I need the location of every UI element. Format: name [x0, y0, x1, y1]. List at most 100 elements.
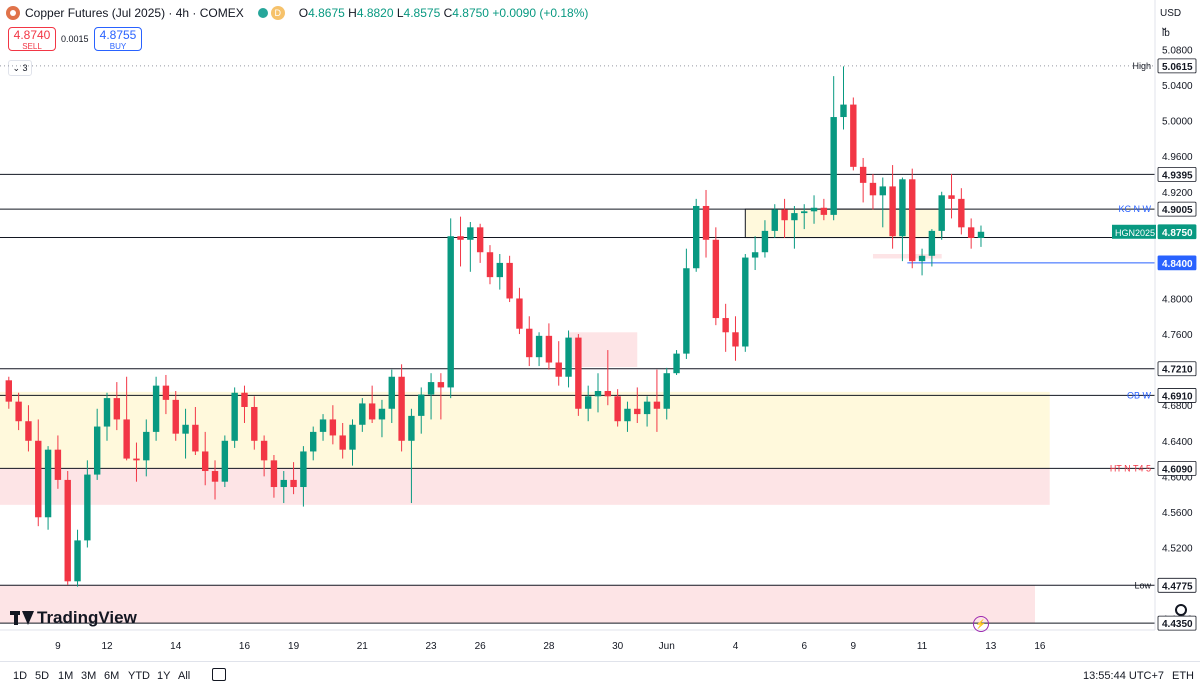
x-tick-label-15: 13: [985, 641, 997, 652]
candle-55: [545, 323, 553, 370]
y-tick-label-10: 4.6800: [1162, 401, 1193, 412]
candle-body: [476, 227, 484, 253]
currency-selector[interactable]: USD ⌄: [1160, 8, 1182, 33]
candle-body: [54, 449, 62, 480]
candle-35: [349, 419, 356, 466]
candle-body: [74, 540, 81, 582]
candle-99: [977, 225, 985, 247]
candle-body: [270, 460, 278, 488]
delayed-badge: D: [270, 6, 285, 20]
indicators-collapse-button[interactable]: ⌄ 3: [8, 60, 32, 76]
timeframe-1m[interactable]: 1M: [58, 670, 74, 682]
candle-body: [909, 179, 916, 262]
price-chart[interactable]: High KC N W OB W HT N T4 5 Low 5.0800 5.0400 5.…: [0, 0, 1200, 660]
candle-81: [801, 204, 808, 230]
candle-body: [840, 104, 847, 118]
candle-91: [899, 177, 906, 262]
timeframe-3m[interactable]: 3M: [81, 670, 97, 682]
x-tick-label-8: 28: [543, 641, 555, 652]
level-label-0: High: [1132, 61, 1151, 71]
timeframe-all[interactable]: All: [178, 670, 191, 682]
candle-65: [643, 396, 651, 427]
candle-body: [388, 376, 395, 409]
candle-66: [653, 369, 661, 432]
price-label-9: 4.4350: [1162, 619, 1193, 630]
session-toggle[interactable]: ETH: [1172, 670, 1194, 682]
candle-41: [408, 408, 415, 504]
candle-97: [958, 188, 965, 235]
tradingview-logo[interactable]: TradingView: [10, 608, 137, 628]
level-label-8: Low: [1134, 580, 1151, 590]
candle-60: [594, 373, 602, 413]
candle-body: [879, 186, 886, 196]
candle-body: [310, 431, 317, 452]
candle-64: [634, 387, 641, 423]
candle-body: [614, 396, 621, 422]
symbol-title[interactable]: Copper Futures (Jul 2025) · 4h · COMEX: [25, 6, 244, 20]
timeframe-1d[interactable]: 1D: [13, 670, 28, 682]
candle-10: [103, 392, 111, 441]
candle-body: [830, 117, 837, 215]
sell-button[interactable]: 4.8740 SELL: [8, 27, 56, 51]
candle-body: [260, 440, 268, 461]
candle-body: [359, 403, 366, 425]
utc-clock[interactable]: 13:55:44 UTC+7: [1083, 670, 1165, 682]
symbol-tag-box: [1112, 224, 1156, 239]
candle-body: [545, 335, 553, 363]
candle-13: [133, 442, 140, 482]
candle-body: [162, 385, 170, 400]
candle-34: [339, 422, 346, 459]
chevron-down-icon: ⌄: [12, 63, 20, 73]
candle-21: [211, 460, 219, 500]
lightning-icon[interactable]: ⚡: [973, 616, 989, 632]
candle-43: [427, 373, 435, 420]
candle-0: [5, 376, 12, 409]
candle-body: [457, 236, 464, 240]
timeframe-6m[interactable]: 6M: [104, 670, 120, 682]
tradingview-wordmark: TradingView: [37, 608, 137, 627]
candle-12: [123, 376, 130, 461]
candle-50: [496, 254, 503, 290]
candle-30: [300, 446, 307, 507]
candle-88: [869, 173, 877, 210]
chevron-down-icon: ⌄: [1160, 22, 1169, 33]
candle-78: [771, 204, 778, 238]
candle-body: [496, 262, 503, 278]
candle-15: [152, 376, 160, 441]
timeframe-5d[interactable]: 5D: [35, 670, 50, 682]
candle-27: [270, 455, 278, 498]
timeframe-ytd[interactable]: YTD: [128, 670, 150, 682]
calendar-icon[interactable]: [212, 668, 226, 681]
candle-38: [378, 399, 386, 438]
price-label-2: 4.9005: [1162, 205, 1193, 216]
buy-label: BUY: [109, 42, 127, 51]
price-label-6: 4.6910: [1162, 391, 1193, 402]
price-label-3: 4.8750: [1162, 228, 1193, 239]
gear-icon[interactable]: [1175, 604, 1187, 616]
candle-body: [64, 479, 71, 582]
y-tick-label-13: 4.5600: [1162, 508, 1193, 519]
candle-24: [241, 385, 248, 423]
candle-body: [211, 471, 219, 482]
candle-2: [25, 405, 32, 452]
buy-button[interactable]: 4.8755 BUY: [94, 27, 142, 51]
candle-94: [928, 229, 936, 267]
candle-body: [781, 209, 788, 221]
candle-body: [339, 435, 346, 450]
x-tick-label-6: 23: [425, 641, 437, 652]
timeframe-1y[interactable]: 1Y: [157, 670, 171, 682]
candle-68: [673, 350, 680, 375]
x-tick-label-7: 26: [475, 641, 487, 652]
candle-37: [368, 385, 376, 423]
candle-72: [712, 227, 720, 326]
candle-body: [368, 403, 376, 420]
candle-87: [859, 157, 867, 203]
candle-body: [84, 474, 91, 541]
price-axis-bg: [1155, 0, 1200, 660]
candle-body: [241, 392, 248, 407]
candle-body: [152, 385, 160, 432]
candle-body: [378, 408, 386, 420]
y-tick-label-12: 4.6000: [1162, 472, 1193, 483]
candle-body: [44, 449, 52, 518]
x-tick-label-12: 6: [801, 641, 807, 652]
